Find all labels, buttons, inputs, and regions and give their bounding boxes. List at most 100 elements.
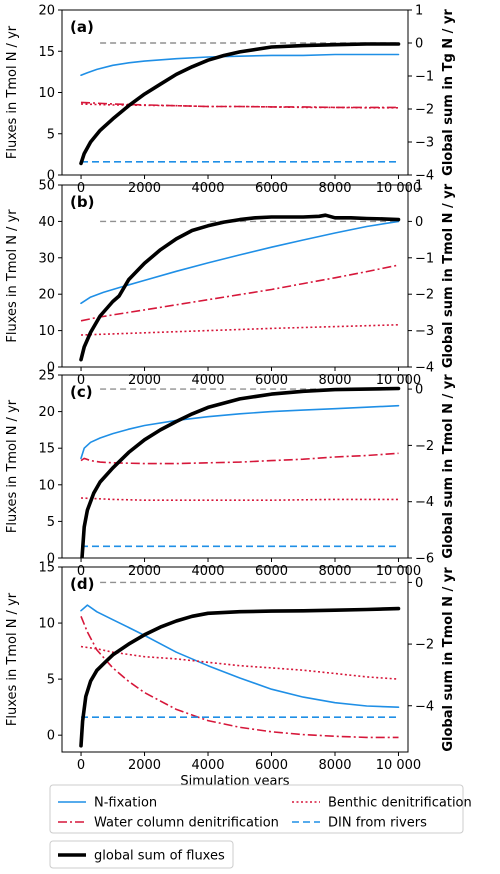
legend-label-din: DIN from rivers: [328, 816, 427, 831]
y2-tick-label: −2: [415, 103, 434, 118]
x-tick-label: 6000: [255, 564, 288, 579]
x-tick-label: 8000: [318, 564, 351, 579]
series-wcd: [80, 101, 399, 109]
panel-b: 0 2000 4000 6000 8000 10 00001020304050−4−3−2…: [5, 179, 456, 389]
y-tick-label: 0: [47, 169, 55, 184]
y2-axis-label: Global sum in Tg N / yr: [441, 9, 456, 176]
y2-tick-label: 1: [415, 179, 423, 194]
y-tick-label: 20: [38, 405, 55, 420]
series-sum: [79, 606, 401, 748]
y-tick-label: 10: [38, 324, 55, 339]
y-tick-label: 0: [47, 361, 55, 376]
y-tick-label: 5: [47, 673, 55, 688]
y-axis-label: Fluxes in Tmol N / yr: [5, 592, 20, 726]
y2-tick-label: 0: [415, 37, 423, 52]
y2-tick-label: −1: [415, 70, 434, 85]
y2-tick-label: 0: [415, 576, 423, 591]
y-tick-label: 15: [38, 561, 55, 576]
x-tick-label: 4000: [191, 373, 224, 388]
x-tick-label: 4000: [191, 758, 224, 773]
y-tick-label: 15: [38, 45, 55, 60]
plot-frame: [61, 374, 409, 559]
panel-label: (b): [70, 193, 94, 211]
x-tick-label: 0: [77, 181, 85, 196]
y2-tick-label: −2: [415, 439, 434, 454]
legend-label-bd: Benthic denitrification: [328, 796, 472, 811]
series-bd: [80, 324, 399, 336]
series-sum: [79, 42, 401, 166]
y-tick-label: 40: [38, 215, 55, 230]
y2-tick-label: −4: [415, 699, 434, 714]
legend-label-sum: global sum of fluxes: [94, 849, 225, 864]
x-tick-label: 4000: [191, 564, 224, 579]
y-tick-label: 5: [47, 515, 55, 530]
y2-tick-label: 0: [415, 215, 423, 230]
series-bd: [80, 497, 399, 502]
series-nfix: [80, 220, 400, 305]
y2-tick-label: −6: [415, 552, 434, 567]
y-tick-label: 0: [47, 729, 55, 744]
x-tick-label: 0: [77, 373, 85, 388]
y2-tick-label: −1: [415, 251, 434, 266]
series-sum: [80, 386, 401, 558]
panel-c: 0 2000 4000 6000 8000 10 0000510152025−6−4−20…: [5, 369, 456, 580]
plot-frame: [61, 566, 409, 753]
y2-axis-label: Global sum in Tmol N / yr: [441, 567, 456, 752]
series-wcd: [80, 615, 399, 739]
series-bd: [80, 645, 399, 680]
y-tick-label: 30: [38, 251, 55, 266]
x-tick-label: 6000: [255, 373, 288, 388]
x-tick-label: 8000: [318, 758, 351, 773]
legend-label-nfix: N-fixation: [94, 796, 157, 811]
panel-a: 0 2000 4000 6000 8000 10 00005101520−4−3−2−10…: [5, 4, 456, 197]
y-tick-label: 10: [38, 478, 55, 493]
x-tick-label: 10 000: [376, 373, 422, 388]
x-tick-label: 6000: [255, 758, 288, 773]
legend-box: [49, 784, 464, 834]
legend-box-sum: [49, 840, 234, 869]
y2-axis-label: Global sum in Tmol N / yr: [441, 374, 456, 559]
y-tick-label: 0: [47, 552, 55, 567]
y2-tick-label: −4: [415, 495, 434, 510]
x-tick-label: 10 000: [376, 758, 422, 773]
y-tick-label: 5: [47, 127, 55, 142]
series-nfix: [80, 604, 400, 709]
series-wcd: [80, 452, 399, 465]
legend: N-fixation Water column denitrification Be…: [49, 784, 472, 869]
y-tick-label: 20: [38, 288, 55, 303]
y2-tick-label: −4: [415, 169, 434, 184]
y-tick-label: 25: [38, 369, 55, 384]
y2-tick-label: −2: [415, 288, 434, 303]
x-tick-label: 0: [77, 564, 85, 579]
x-tick-label: 0: [77, 758, 85, 773]
y-axis-label: Fluxes in Tmol N / yr: [5, 25, 20, 159]
y-tick-label: 15: [38, 442, 55, 457]
panel-label: (d): [70, 575, 94, 593]
y2-tick-label: 1: [415, 4, 423, 19]
y2-tick-label: −3: [415, 136, 434, 151]
x-tick-label: 8000: [318, 373, 351, 388]
x-tick-label: 6000: [255, 181, 288, 196]
y-tick-label: 20: [38, 4, 55, 19]
series-sum: [79, 213, 401, 362]
y-axis-label: Fluxes in Tmol N / yr: [5, 209, 20, 343]
y2-tick-label: 0: [415, 383, 423, 398]
y2-tick-label: −3: [415, 324, 434, 339]
legend-label-wcd: Water column denitrification: [94, 816, 279, 831]
panel-d: 0 2000 4000 6000 8000 10 000051015−4−20(d)Flu…: [5, 561, 456, 790]
x-tick-label: 10 000: [376, 564, 422, 579]
y2-axis-label: Global sum in Tmol N / yr: [441, 183, 456, 368]
y-tick-label: 50: [38, 179, 55, 194]
plot-frame: [61, 9, 409, 176]
plot-frame: [61, 184, 409, 368]
x-tick-label: 2000: [128, 373, 161, 388]
x-tick-label: 4000: [191, 181, 224, 196]
panel-label: (a): [70, 18, 94, 36]
x-tick-label: 2000: [128, 758, 161, 773]
x-tick-label: 2000: [128, 181, 161, 196]
x-tick-label: 2000: [128, 564, 161, 579]
x-tick-label: 8000: [318, 181, 351, 196]
y-tick-label: 10: [38, 86, 55, 101]
y-axis-label: Fluxes in Tmol N / yr: [5, 399, 20, 533]
